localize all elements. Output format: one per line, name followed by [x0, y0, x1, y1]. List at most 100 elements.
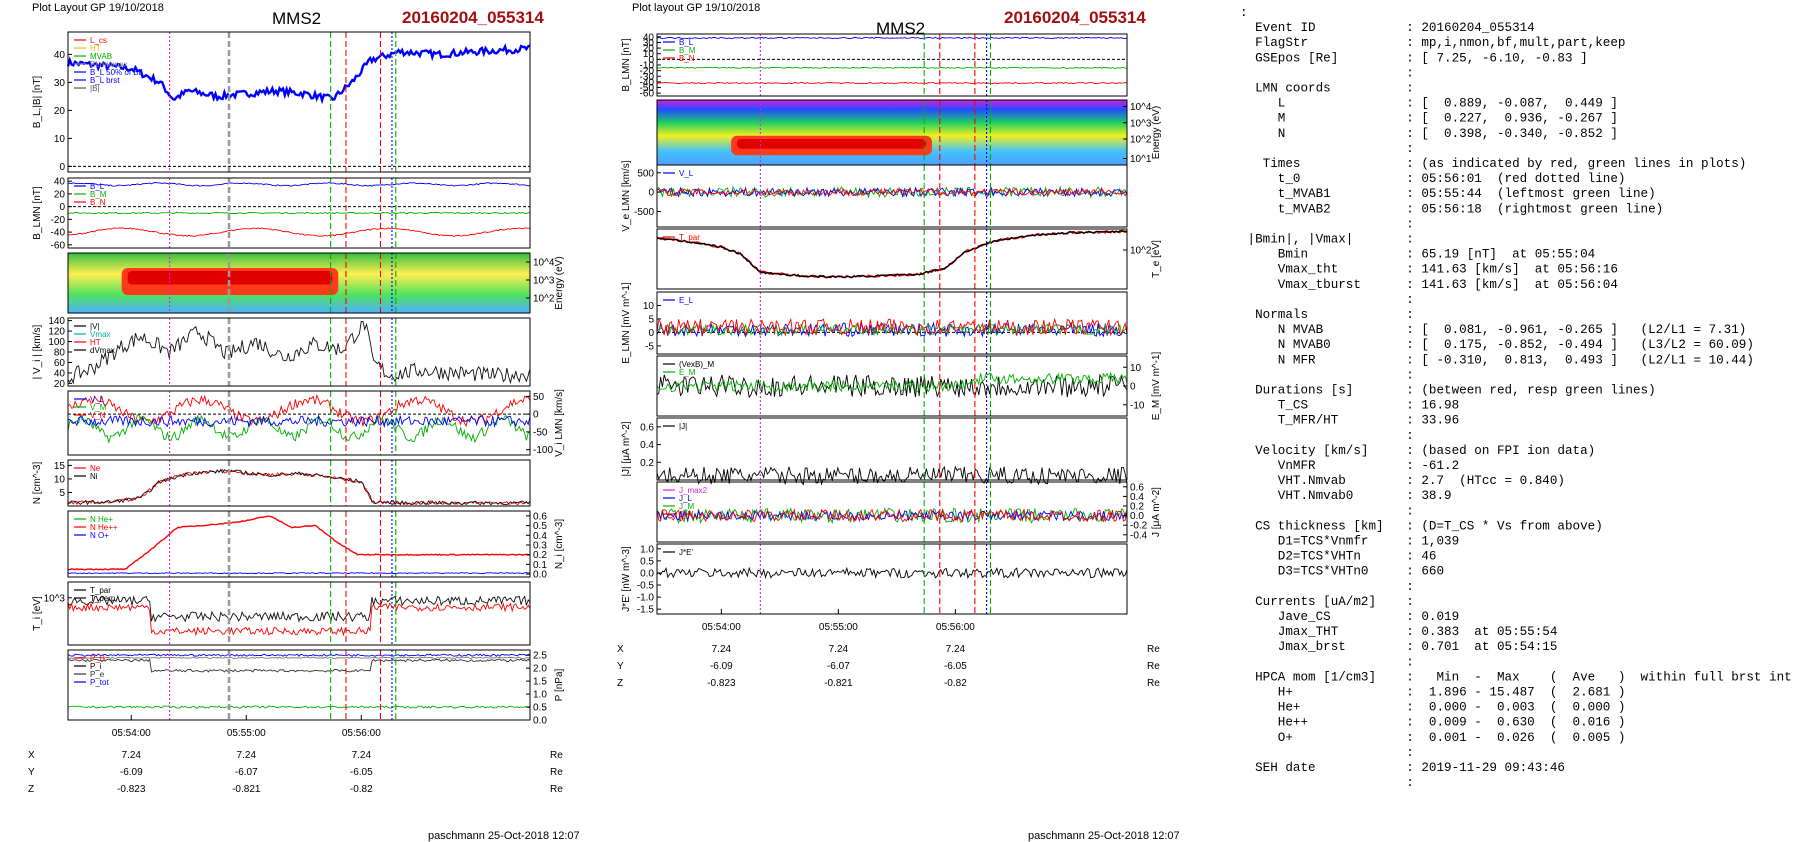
x-tick-label: 05:56:00 [936, 622, 975, 633]
legend-label: N O+ [90, 531, 109, 540]
n-i-line [67, 468, 531, 506]
y-axis-label: J*E' [nW m^-3] [621, 546, 632, 612]
legend-label: MVAB [90, 52, 112, 61]
summary-line: : [1240, 504, 1414, 518]
summary-line: L : [ 0.889, -0.087, 0.449 ] [1240, 97, 1618, 111]
legend-label: T_perp [90, 594, 116, 603]
y-tick-label: 40 [54, 177, 66, 188]
x-tick-label: 05:54:00 [702, 622, 741, 633]
legend-label: BLminmax [90, 60, 128, 69]
position-value: -0.823 [117, 784, 146, 795]
panel-frame [67, 31, 531, 173]
panel-M-8: 1.00.50.0 -0.5-1.0-1.5 J*E' [nW m^-3] J*E' [621, 543, 1128, 616]
t-e-perp-line [656, 230, 1128, 279]
summary-line: |Bmin|, |Vmax| : [1240, 233, 1414, 247]
summary-line: t_MVAB2 : 05:56:18 (rightmost green line… [1240, 202, 1663, 216]
panel-M-3: 10^2 T_e [eV] T_par [656, 228, 1162, 290]
y-tick-label: 0 [533, 410, 539, 421]
legend-label: B_M [679, 46, 696, 55]
x-tick-label: 05:56:00 [342, 728, 381, 739]
summary-line: D2=TCS*VHTn : 46 [1240, 550, 1437, 564]
y-axis-label: Energy (eV) [554, 256, 565, 309]
position-unit: Re [550, 767, 563, 778]
y-tick-label: 0 [1130, 382, 1136, 393]
legend-label: N He++ [90, 523, 118, 532]
summary-line: D1=TCS*Vnmfr : 1,039 [1240, 535, 1459, 549]
y-tick-label: 0.4 [533, 531, 547, 542]
panel-frame [67, 252, 531, 314]
position-value: -6.07 [235, 767, 258, 778]
y-tick-label: 10 [1130, 363, 1142, 374]
legend-label: B_M [90, 190, 107, 199]
y-tick-label: 0.6 [533, 511, 547, 522]
legend-label: V_N [90, 411, 106, 420]
legend-label: P_e [90, 670, 105, 679]
y-tick-label: 2.0 [533, 664, 547, 675]
middle-probe-title: MMS2 [876, 19, 926, 38]
legend-label: (VexB)_M [679, 360, 714, 369]
summary-line: LMN coords : [1240, 82, 1414, 96]
legend-label: dVmax [90, 346, 115, 355]
position-unit: Re [1147, 644, 1160, 655]
y-tick-label: 20 [54, 106, 66, 117]
panel-L-6: 0.00.10.20.30.40.50.6 N_i [cm^-3] N He+N H… [67, 510, 565, 581]
y-tick-label: 10^2 [1130, 246, 1152, 257]
y-tick-label: 1.0 [640, 544, 654, 555]
y-tick-label: -60 [51, 240, 66, 251]
panel-frame [67, 317, 531, 387]
y-tick-label: 10 [643, 49, 655, 60]
summary-line: SEH date : 2019-11-29 09:43:46 [1240, 761, 1565, 775]
panel-frame [656, 33, 1128, 97]
y-tick-label: -0.5 [637, 581, 655, 592]
y-tick-label: 0.0 [533, 570, 547, 581]
summary-line: : [1240, 368, 1414, 382]
position-row-label: Y [617, 661, 624, 672]
y-tick-label: 5 [648, 314, 654, 325]
position-unit: Re [550, 784, 563, 795]
legend-label: Vmax [90, 330, 110, 339]
t-e-par-line [656, 229, 1128, 279]
y-tick-label: -10 [1130, 400, 1145, 411]
y-tick-label: 0 [59, 162, 65, 173]
summary-line: HPCA mom [1/cm3] : Min - Max ( Ave ) wit… [1240, 670, 1792, 684]
y-tick-label: 10^4 [1130, 102, 1152, 113]
middle-layout-header: Plot layout GP 19/10/2018 [632, 2, 761, 14]
y-tick-label: 500 [637, 168, 654, 179]
y-tick-label: 120 [48, 327, 65, 338]
y-axis-label: B_LMN [nT] [621, 38, 632, 92]
y-tick-label: 50 [533, 392, 545, 403]
panel-M-7: 0.60.40.20.0-0.2-0.4 J [μA m^-2] J_max2J_L… [656, 481, 1162, 543]
panel-frame [67, 390, 531, 456]
position-value: -6.09 [710, 661, 733, 672]
position-value: -6.05 [944, 661, 967, 672]
summary-line: Bmin : 65.19 [nT] at 05:55:04 [1240, 248, 1595, 262]
j-n-line [656, 509, 1128, 522]
y-tick-label: 1.5 [533, 677, 547, 688]
y-axis-label: E_M [mV m^-1] [1151, 351, 1162, 420]
summary-line: : [1240, 142, 1414, 156]
summary-line: : [1240, 6, 1248, 20]
middle-footer: paschmann 25-Oct-2018 12:07 [1028, 830, 1180, 842]
y-tick-label: 100 [48, 337, 65, 348]
y-tick-label: 30 [643, 38, 655, 49]
summary-line: Normals : [1240, 308, 1414, 322]
j-dot-e-line [656, 566, 1128, 580]
summary-line: : [1240, 66, 1414, 80]
y-tick-label: 40 [54, 368, 66, 379]
summary-line: : [1240, 429, 1414, 443]
y-axis-label: | V_i | [km/s] [32, 324, 43, 379]
y-tick-label: -1.0 [637, 593, 655, 604]
ve-l-line [656, 187, 1128, 197]
y-tick-label: 0.6 [1130, 482, 1144, 493]
position-value: -0.821 [232, 784, 261, 795]
y-tick-label: 40 [643, 32, 655, 43]
position-value: 7.24 [352, 750, 372, 761]
summary-line: : [1240, 776, 1414, 790]
legend-label: J_M [679, 502, 694, 511]
b-l-line [656, 36, 1128, 40]
summary-line: Durations [s] : (between red, resp green… [1240, 384, 1656, 398]
y-axis-label: T_e [eV] [1151, 240, 1162, 278]
p-i-line [67, 657, 531, 673]
